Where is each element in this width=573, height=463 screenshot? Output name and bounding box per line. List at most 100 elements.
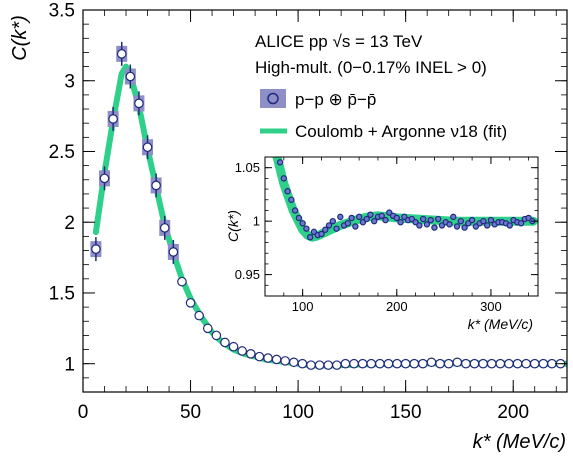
inset-axis-labels: C(k*) k* (MeV/c) — [225, 210, 533, 332]
inset-x-tick-label: 100 — [292, 299, 314, 314]
main-data-point — [504, 358, 514, 369]
main-data-point — [314, 360, 325, 370]
main-data-point — [202, 323, 213, 334]
experiment-label: ALICE pp √s = 13 TeV — [255, 32, 423, 51]
legend-data-marker-icon — [267, 92, 279, 105]
inset-x-tick-label: 200 — [386, 299, 408, 314]
main-data-point — [271, 354, 282, 365]
inset-data-point — [337, 213, 344, 221]
inset-data-point — [363, 215, 370, 223]
multiplicity-label: High-mult. (0−0.17% INEL > 0) — [255, 58, 487, 77]
inset-data-point — [280, 175, 288, 182]
legend: ALICE pp √s = 13 TeV High-mult. (0−0.17%… — [255, 32, 507, 141]
main-data-point — [443, 358, 454, 369]
main-data-point — [116, 49, 127, 59]
main-y-tick-label: 2.5 — [49, 142, 75, 163]
main-data-point — [254, 351, 265, 362]
inset-y-tick-label: 1 — [253, 214, 260, 229]
main-data-point — [194, 310, 204, 321]
inset-data-point — [325, 222, 333, 229]
inset-data-point — [352, 223, 359, 230]
main-data-point — [306, 360, 316, 370]
main-data-point — [99, 173, 110, 184]
inset-data-point — [322, 226, 329, 233]
inset-data-point — [348, 214, 355, 222]
main-data-point — [91, 244, 101, 254]
main-data-point — [478, 358, 488, 369]
main-data-point — [125, 71, 136, 82]
inset-data-point — [457, 217, 465, 225]
main-y-tick-label: 2 — [64, 213, 75, 234]
inset-data-point — [284, 188, 291, 195]
inset-x-tick-label: 300 — [480, 299, 502, 314]
main-x-tick-label: 150 — [390, 402, 422, 423]
main-data-point — [151, 180, 161, 191]
inset-data-point — [333, 225, 340, 232]
main-data-point — [332, 360, 342, 370]
main-data-point — [280, 356, 291, 366]
main-data-point — [237, 346, 247, 356]
inset-data-point — [416, 222, 423, 229]
inset-data-point — [446, 221, 453, 228]
main-data-point — [177, 276, 187, 287]
inset-data-point — [453, 223, 461, 230]
main-y-tick-label: 3 — [64, 71, 75, 92]
inset-data-point — [367, 211, 374, 218]
inset-data-point — [393, 214, 400, 222]
main-data-point — [435, 358, 445, 369]
main-x-axis-label: k* (MeV/c) — [473, 431, 566, 453]
main-data-point — [142, 142, 153, 153]
inset-data-point — [468, 216, 476, 224]
inset-y-axis-label: C(k*) — [225, 210, 241, 242]
inset-data-point — [419, 215, 427, 223]
inset-data-point — [382, 216, 389, 224]
main-x-tick-label: 100 — [282, 402, 314, 423]
main-data-point — [323, 360, 334, 370]
main-data-point — [263, 353, 273, 363]
inset-plot-area — [272, 157, 538, 242]
main-frame — [82, 9, 568, 393]
main-data-point — [400, 358, 411, 369]
inset-data-point — [276, 159, 284, 166]
main-data-point — [228, 341, 239, 352]
main-data-point — [495, 358, 506, 369]
main-data-point — [185, 298, 196, 308]
main-data-point — [486, 358, 497, 369]
main-data-point — [366, 358, 377, 369]
inset-data-point — [306, 233, 314, 241]
legend-fit-label: Coulomb + Argonne ν18 (fit) — [295, 122, 507, 141]
main-data-point — [383, 358, 394, 369]
main-data-point — [461, 358, 471, 369]
inset-data-point — [435, 215, 442, 223]
main-y-tick-label: 1.5 — [49, 284, 75, 305]
main-data-point — [426, 357, 437, 368]
inset-y-tick-label: 1.05 — [235, 160, 260, 175]
main-data-point — [452, 357, 463, 368]
main-y-tick-label: 3.5 — [49, 1, 75, 22]
main-data-point — [529, 358, 540, 369]
main-data-point — [375, 358, 385, 369]
main-y-axis-label: C(k*) — [9, 15, 31, 61]
main-data-point — [538, 358, 549, 369]
inset-data-point — [378, 212, 385, 220]
inset-frame — [264, 156, 539, 297]
main-data-point — [392, 358, 402, 369]
main-data-point — [469, 358, 480, 369]
inset-data-point — [517, 220, 525, 227]
main-data-point — [289, 357, 299, 368]
inset-data-point — [397, 219, 404, 226]
inset-data-point — [450, 213, 457, 221]
main-data-point — [159, 223, 170, 233]
legend-data-marker-box — [260, 89, 286, 108]
main-data-point — [211, 330, 222, 341]
legend-data-label: p−p ⊕ p̄−p̄ — [295, 90, 376, 109]
inset-data-point — [329, 217, 336, 225]
inset-data-point — [483, 222, 491, 229]
inset-data-point — [487, 216, 495, 224]
inset-data-point — [295, 214, 303, 222]
inset-data-point — [371, 217, 378, 225]
main-data-point — [340, 358, 351, 369]
inset-data-point — [431, 224, 438, 231]
main-data-point — [168, 247, 179, 257]
